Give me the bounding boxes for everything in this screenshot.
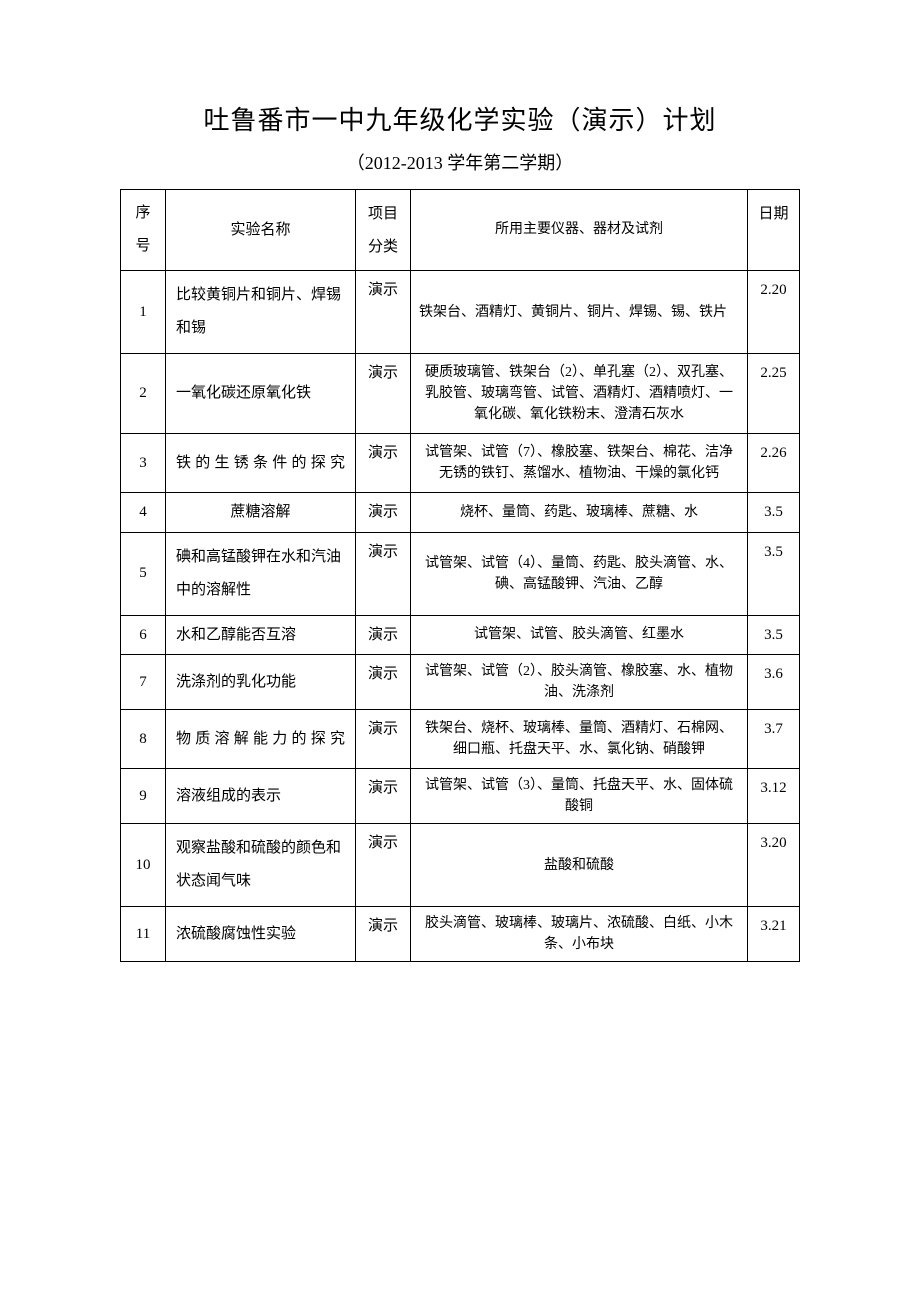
table-row: 5 碘和高锰酸钾在水和汽油中的溶解性 演示 试管架、试管（4）、量筒、药匙、胶头… [121, 532, 800, 615]
cell-date: 3.5 [748, 615, 800, 655]
table-row: 6 水和乙醇能否互溶 演示 试管架、试管、胶头滴管、红墨水 3.5 [121, 615, 800, 655]
header-num: 序号 [121, 190, 166, 271]
table-row: 10 观察盐酸和硫酸的颜色和状态闻气味 演示 盐酸和硫酸 3.20 [121, 824, 800, 907]
cell-num: 8 [121, 710, 166, 769]
cell-equipment: 铁架台、酒精灯、黄铜片、铜片、焊锡、锡、铁片 [411, 271, 748, 354]
header-name: 实验名称 [166, 190, 356, 271]
cell-equipment: 试管架、试管（2）、胶头滴管、橡胶塞、水、植物油、洗涤剂 [411, 655, 748, 710]
cell-equipment: 铁架台、烧杯、玻璃棒、量筒、酒精灯、石棉网、细口瓶、托盘天平、水、氯化钠、硝酸钾 [411, 710, 748, 769]
table-row: 1 比较黄铜片和铜片、焊锡和锡 演示 铁架台、酒精灯、黄铜片、铜片、焊锡、锡、铁… [121, 271, 800, 354]
cell-equipment: 硬质玻璃管、铁架台（2）、单孔塞（2）、双孔塞、乳胶管、玻璃弯管、试管、酒精灯、… [411, 354, 748, 434]
cell-type: 演示 [356, 271, 411, 354]
table-row: 7 洗涤剂的乳化功能 演示 试管架、试管（2）、胶头滴管、橡胶塞、水、植物油、洗… [121, 655, 800, 710]
cell-type: 演示 [356, 824, 411, 907]
cell-type: 演示 [356, 615, 411, 655]
experiment-table: 序号 实验名称 项目分类 所用主要仪器、器材及试剂 日期 1 比较黄铜片和铜片、… [120, 189, 800, 962]
cell-type: 演示 [356, 769, 411, 824]
cell-date: 2.20 [748, 271, 800, 354]
cell-num: 10 [121, 824, 166, 907]
cell-num: 3 [121, 434, 166, 493]
cell-type: 演示 [356, 434, 411, 493]
page-subtitle: （2012-2013 学年第二学期） [120, 149, 800, 175]
cell-name: 铁的生锈条件的探究 [166, 434, 356, 493]
cell-name: 蔗糖溶解 [166, 493, 356, 533]
cell-num: 7 [121, 655, 166, 710]
cell-equipment: 试管架、试管、胶头滴管、红墨水 [411, 615, 748, 655]
cell-date: 3.7 [748, 710, 800, 769]
cell-type: 演示 [356, 354, 411, 434]
cell-num: 11 [121, 907, 166, 962]
cell-type: 演示 [356, 710, 411, 769]
cell-type: 演示 [356, 655, 411, 710]
table-row: 11 浓硫酸腐蚀性实验 演示 胶头滴管、玻璃棒、玻璃片、浓硫酸、白纸、小木条、小… [121, 907, 800, 962]
header-equipment: 所用主要仪器、器材及试剂 [411, 190, 748, 271]
cell-name: 浓硫酸腐蚀性实验 [166, 907, 356, 962]
cell-equipment: 盐酸和硫酸 [411, 824, 748, 907]
cell-date: 2.26 [748, 434, 800, 493]
cell-num: 6 [121, 615, 166, 655]
table-row: 8 物质溶解能力的探究 演示 铁架台、烧杯、玻璃棒、量筒、酒精灯、石棉网、细口瓶… [121, 710, 800, 769]
cell-name: 洗涤剂的乳化功能 [166, 655, 356, 710]
cell-date: 3.12 [748, 769, 800, 824]
cell-name: 物质溶解能力的探究 [166, 710, 356, 769]
cell-type: 演示 [356, 493, 411, 533]
cell-num: 5 [121, 532, 166, 615]
cell-date: 3.20 [748, 824, 800, 907]
table-row: 4 蔗糖溶解 演示 烧杯、量筒、药匙、玻璃棒、蔗糖、水 3.5 [121, 493, 800, 533]
header-date: 日期 [748, 190, 800, 271]
cell-equipment: 试管架、试管（3）、量筒、托盘天平、水、固体硫酸铜 [411, 769, 748, 824]
cell-date: 3.5 [748, 493, 800, 533]
cell-date: 3.5 [748, 532, 800, 615]
cell-num: 4 [121, 493, 166, 533]
header-type: 项目分类 [356, 190, 411, 271]
cell-name: 碘和高锰酸钾在水和汽油中的溶解性 [166, 532, 356, 615]
cell-name: 观察盐酸和硫酸的颜色和状态闻气味 [166, 824, 356, 907]
cell-date: 3.21 [748, 907, 800, 962]
cell-num: 1 [121, 271, 166, 354]
cell-name: 一氧化碳还原氧化铁 [166, 354, 356, 434]
table-row: 9 溶液组成的表示 演示 试管架、试管（3）、量筒、托盘天平、水、固体硫酸铜 3… [121, 769, 800, 824]
table-row: 3 铁的生锈条件的探究 演示 试管架、试管（7）、橡胶塞、铁架台、棉花、洁净无锈… [121, 434, 800, 493]
page-title: 吐鲁番市一中九年级化学实验（演示）计划 [120, 100, 800, 137]
cell-name: 比较黄铜片和铜片、焊锡和锡 [166, 271, 356, 354]
cell-name: 溶液组成的表示 [166, 769, 356, 824]
cell-num: 2 [121, 354, 166, 434]
cell-num: 9 [121, 769, 166, 824]
table-row: 2 一氧化碳还原氧化铁 演示 硬质玻璃管、铁架台（2）、单孔塞（2）、双孔塞、乳… [121, 354, 800, 434]
cell-type: 演示 [356, 532, 411, 615]
cell-date: 2.25 [748, 354, 800, 434]
cell-equipment: 烧杯、量筒、药匙、玻璃棒、蔗糖、水 [411, 493, 748, 533]
table-header-row: 序号 实验名称 项目分类 所用主要仪器、器材及试剂 日期 [121, 190, 800, 271]
cell-name: 水和乙醇能否互溶 [166, 615, 356, 655]
cell-type: 演示 [356, 907, 411, 962]
cell-equipment: 试管架、试管（7）、橡胶塞、铁架台、棉花、洁净无锈的铁钉、蒸馏水、植物油、干燥的… [411, 434, 748, 493]
cell-equipment: 胶头滴管、玻璃棒、玻璃片、浓硫酸、白纸、小木条、小布块 [411, 907, 748, 962]
cell-date: 3.6 [748, 655, 800, 710]
cell-equipment: 试管架、试管（4）、量筒、药匙、胶头滴管、水、碘、高锰酸钾、汽油、乙醇 [411, 532, 748, 615]
